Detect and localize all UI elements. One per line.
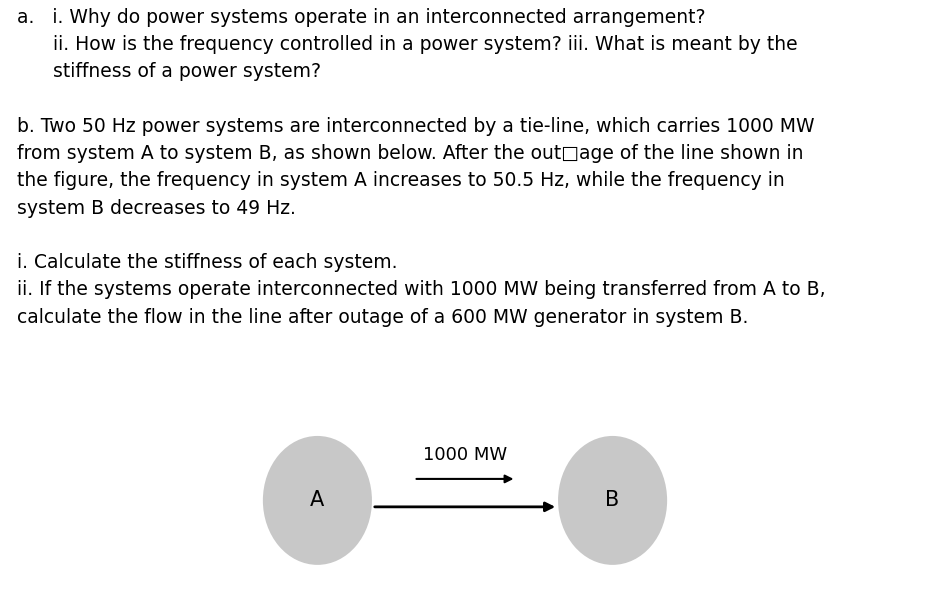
Text: A: A — [311, 491, 325, 510]
Ellipse shape — [263, 436, 372, 565]
Text: a.   i. Why do power systems operate in an interconnected arrangement?
      ii.: a. i. Why do power systems operate in an… — [17, 8, 825, 327]
Ellipse shape — [558, 436, 667, 565]
Text: B: B — [605, 491, 619, 510]
Text: 1000 MW: 1000 MW — [423, 446, 507, 464]
